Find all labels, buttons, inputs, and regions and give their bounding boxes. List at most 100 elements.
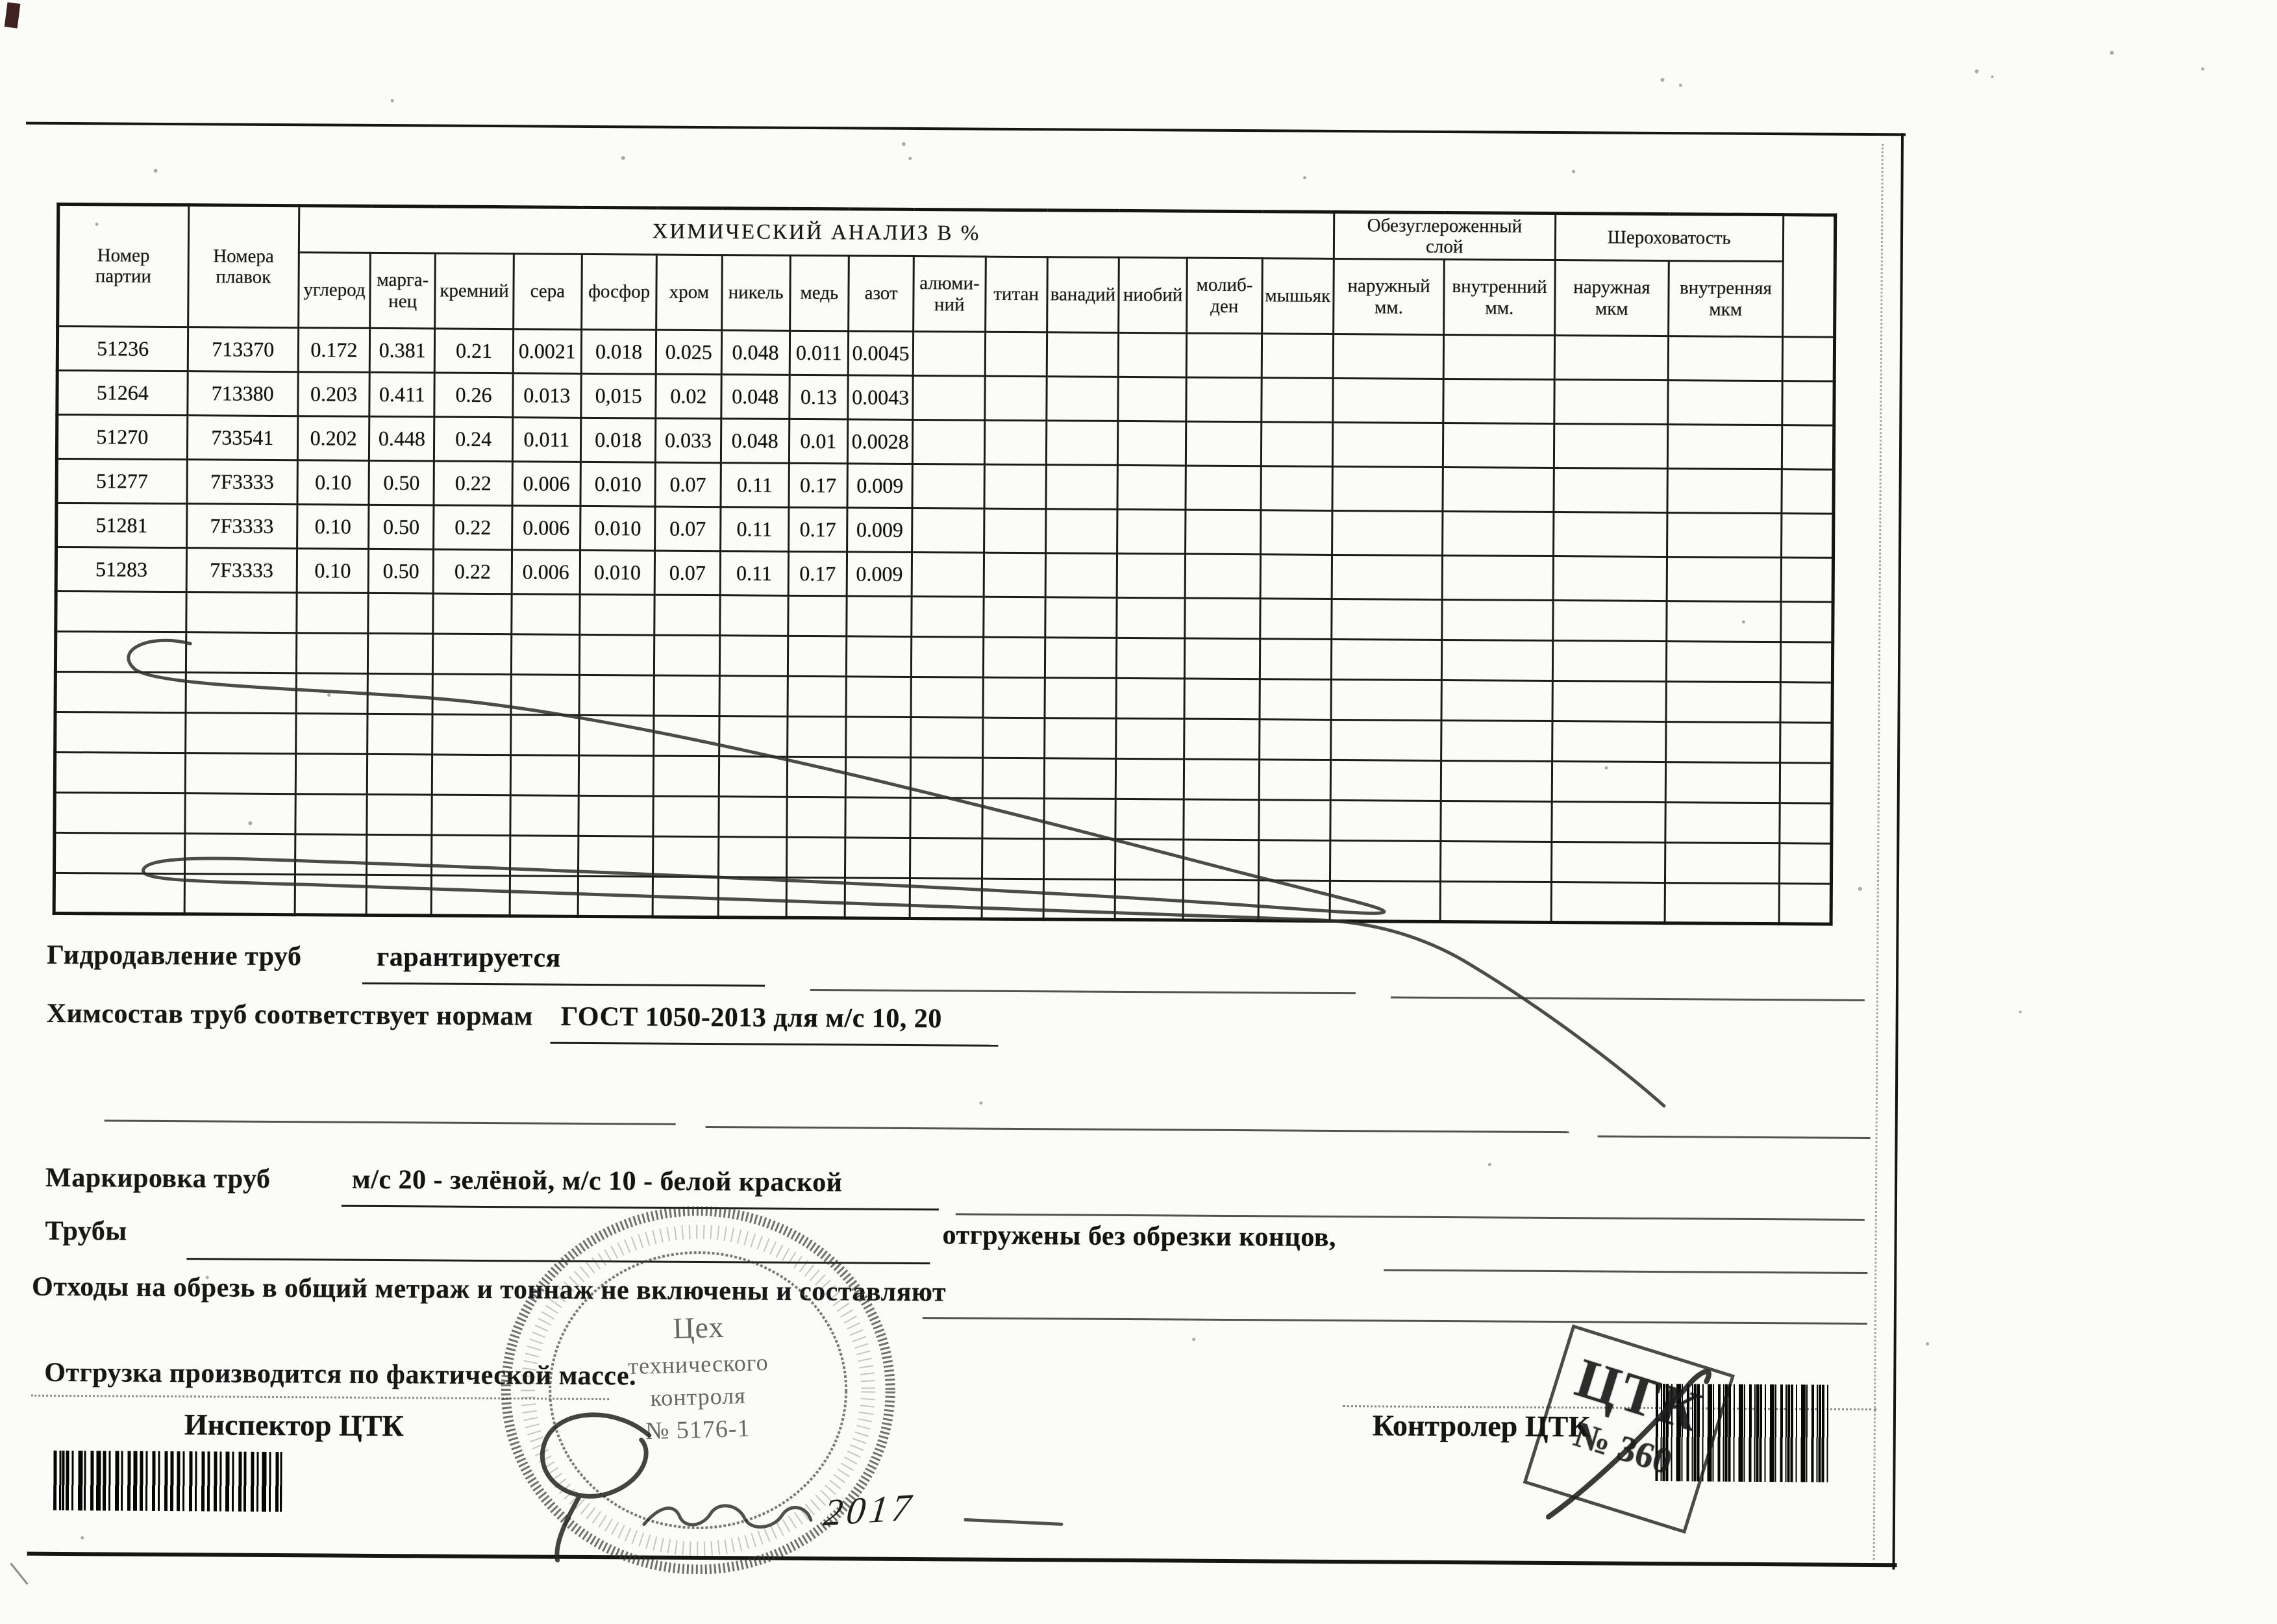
hydro-pressure-value: гарантируется (377, 942, 561, 973)
table-cell (367, 714, 433, 755)
table-cell (1185, 598, 1260, 639)
table-cell (367, 673, 433, 714)
table-cell (295, 753, 367, 795)
table-cell (1186, 421, 1262, 466)
table-cell (1183, 880, 1259, 921)
table-cell: 0.24 (434, 416, 513, 462)
table-cell (1115, 839, 1184, 881)
scan-corner-mark (4, 2, 21, 29)
table-cell (981, 879, 1044, 919)
table-cell (1666, 641, 1781, 682)
table-cell (913, 375, 985, 421)
corner-scratch (10, 1562, 29, 1585)
table-cell: 0.381 (369, 328, 436, 373)
col-header-nickel: никель (721, 255, 791, 331)
table-cell (1332, 555, 1443, 600)
table-cell (1045, 508, 1117, 554)
table-cell (1261, 333, 1334, 379)
table-cell (185, 632, 297, 673)
table-cell: 0.203 (297, 371, 370, 417)
table-cell (579, 675, 654, 716)
table-cell (1043, 879, 1115, 920)
table-cell: 51264 (56, 370, 188, 416)
hydro-line-ext2 (1390, 996, 1865, 1001)
table-cell (295, 874, 367, 916)
table-cell: 0.172 (298, 327, 370, 373)
table-cell (913, 331, 986, 377)
table-cell (1331, 639, 1443, 681)
table-cell (367, 593, 434, 634)
marking-value: м/с 20 - зелёной, м/с 10 - белой краской (351, 1164, 843, 1198)
table-cell (1330, 840, 1441, 882)
table-cell (719, 675, 788, 717)
chemical-analysis-table: Номер партии Номера плавок ХИМИЧЕСКИЙ АН… (52, 202, 1837, 926)
table-cell (54, 792, 185, 834)
col-header-carbon: углерод (298, 252, 371, 329)
table-cell (1115, 758, 1184, 800)
table-cell: 0.10 (297, 504, 369, 549)
table-cell (295, 673, 368, 714)
table-cell (845, 716, 912, 758)
group-header-roughness: Шероховатость (1555, 213, 1784, 262)
table-cell (510, 714, 580, 756)
table-cell (910, 797, 982, 839)
blank-rule-1c (1597, 1135, 1871, 1140)
table-cell (1443, 379, 1554, 424)
table-cell (787, 676, 847, 717)
col-header-blank (1782, 214, 1835, 338)
table-cell (1553, 512, 1668, 557)
table-cell (718, 756, 788, 797)
table-cell (1259, 638, 1332, 680)
table-cell: 0.17 (788, 507, 847, 552)
table-cell: 7F3333 (186, 459, 298, 505)
table-cell (846, 676, 912, 718)
table-cell: 0.02 (656, 374, 721, 419)
col-header-copper: медь (790, 255, 849, 331)
table-cell (910, 757, 983, 799)
table-cell (984, 464, 1047, 509)
table-cell: 0.448 (369, 416, 435, 461)
table-cell: 733541 (186, 415, 298, 460)
table-cell (510, 795, 579, 836)
table-cell (1116, 638, 1186, 679)
col-header-decarb-inner: внутренний мм. (1443, 259, 1556, 336)
table-cell (295, 793, 367, 835)
table-cell (1443, 334, 1555, 380)
chem-underline (550, 1042, 999, 1047)
col-header-niobium: ниобий (1118, 257, 1188, 334)
table-cell (1781, 469, 1834, 514)
header-row-elements: углерод марга- нец кремний сера фосфор х… (58, 251, 1835, 337)
table-cell: 0.009 (847, 507, 913, 553)
table-cell (1665, 882, 1780, 924)
table-cell (432, 714, 511, 755)
table-cell (845, 797, 911, 838)
table-cell (1044, 718, 1117, 759)
table-cell: 0.01 (789, 419, 848, 464)
table-cell (1441, 720, 1552, 762)
table-cell (1779, 803, 1832, 844)
table-cell (1260, 554, 1332, 599)
table-cell (509, 875, 579, 917)
blank-rule-1b (705, 1126, 1569, 1134)
table-cell (910, 717, 983, 758)
table-cell: 0.048 (721, 330, 790, 375)
date-trailing-dash (964, 1518, 1064, 1526)
table-cell (653, 877, 719, 918)
table-cell (1258, 759, 1331, 801)
table-cell (1441, 801, 1552, 842)
table-cell (295, 834, 367, 875)
table-cell: 0.006 (511, 549, 580, 595)
table-cell (1550, 882, 1665, 923)
hydro-line-ext1 (810, 989, 1356, 995)
table-cell (186, 592, 297, 633)
table-cell (1185, 510, 1261, 555)
table-cell (1044, 758, 1116, 799)
table-cell: 0.22 (434, 460, 513, 506)
table-cell: 0.0043 (847, 375, 914, 420)
table-cell (984, 376, 1047, 421)
chem-analysis-banner: ХИМИЧЕСКИЙ АНАЛИЗ В % (299, 205, 1334, 259)
table-cell (1332, 510, 1443, 556)
table-cell (578, 836, 654, 877)
table-cell (910, 878, 982, 919)
